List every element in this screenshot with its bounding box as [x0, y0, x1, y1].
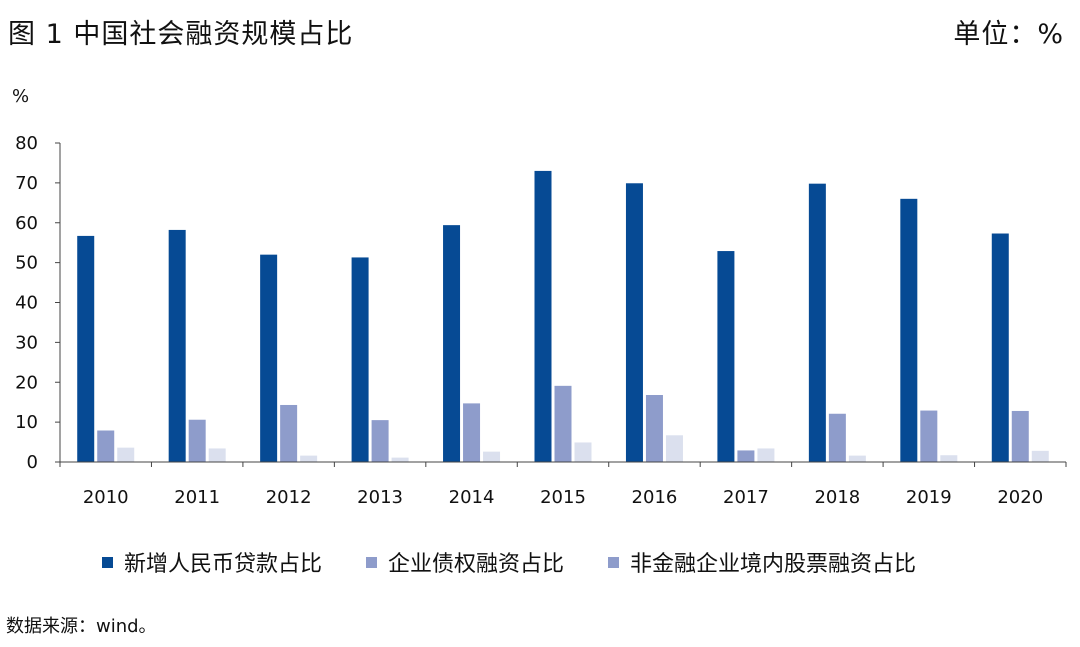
bar-3-2013 [391, 457, 409, 462]
bar-3-2019 [940, 455, 958, 462]
bar-2-2019 [920, 410, 938, 462]
bar-2-2020 [1011, 410, 1029, 462]
x-tick-label: 2012 [266, 487, 312, 508]
chart-legend: 新增人民币贷款占比 企业债权融资占比 非金融企业境内股票融资占比 [102, 546, 960, 578]
legend-label: 非金融企业境内股票融资占比 [630, 552, 917, 577]
bar-1-2012 [260, 254, 278, 462]
y-tick-label: 60 [15, 213, 38, 234]
x-tick-label: 2019 [906, 487, 952, 508]
bar-1-2019 [900, 198, 918, 462]
legend-swatch [366, 556, 378, 568]
bar-1-2013 [351, 257, 369, 462]
x-tick-label: 2018 [814, 487, 860, 508]
bar-1-2011 [168, 229, 186, 462]
bar-2-2017 [737, 450, 755, 462]
legend-item: 非金融企业境内股票融资占比 [608, 546, 916, 578]
x-tick-label: 2016 [632, 487, 678, 508]
x-tick-label: 2013 [357, 487, 403, 508]
bar-2-2016 [645, 395, 663, 462]
y-tick-label: 10 [15, 412, 38, 433]
bar-1-2018 [808, 183, 826, 463]
bar-2-2013 [371, 420, 389, 462]
y-axis: 0 10 20 30 40 50 60 70 80 [15, 133, 61, 473]
legend-item: 企业债权融资占比 [366, 546, 564, 578]
figure-title: 图 1 中国社会融资规模占比 [8, 19, 354, 50]
bar-1-2014 [443, 225, 461, 462]
bar-3-2010 [117, 447, 135, 462]
bar-3-2012 [300, 455, 318, 462]
y-tick-label: 70 [15, 173, 38, 194]
unit-label: 单位：% [953, 19, 1064, 50]
legend-swatch [102, 556, 113, 568]
bar-2-2011 [188, 419, 206, 462]
y-tick-label: 50 [15, 253, 38, 274]
x-tick-label: 2017 [723, 487, 769, 508]
bar-2-2015 [554, 385, 572, 462]
legend-swatch [608, 556, 620, 568]
y-tick-label: 40 [15, 293, 38, 314]
bar-1-2015 [534, 170, 552, 462]
x-axis: 2010 2011 2012 2013 2014 2015 2016 2017 2018 2019… [59, 461, 1067, 508]
bar-3-2016 [665, 435, 683, 462]
x-tick-label: 2014 [449, 487, 495, 508]
bar-2-2010 [97, 430, 115, 462]
bar-3-2014 [483, 451, 501, 462]
bar-1-2016 [625, 183, 643, 462]
bar-3-2020 [1031, 450, 1049, 462]
bar-1-2020 [991, 233, 1009, 462]
y-tick-label: 80 [15, 133, 38, 154]
y-axis-label: % [12, 86, 29, 107]
bar-1-2010 [77, 235, 95, 462]
bar-2-2018 [828, 413, 846, 462]
bar-1-2017 [717, 251, 735, 462]
data-source-note: 数据来源：wind。 [6, 616, 157, 637]
bar-3-2015 [574, 442, 592, 462]
y-tick-label: 20 [15, 372, 38, 393]
y-tick-label: 30 [15, 332, 38, 353]
x-tick-label: 2020 [997, 487, 1043, 508]
bar-3-2018 [848, 455, 866, 462]
x-tick-label: 2015 [540, 487, 586, 508]
bar-series-group [77, 170, 1049, 463]
x-tick-label: 2010 [83, 487, 129, 508]
bar-chart: % 0 10 20 30 40 50 60 70 80 2010 2011 2012 2013 2014… [12, 86, 1067, 508]
bar-3-2017 [757, 448, 775, 462]
legend-item: 新增人民币贷款占比 [102, 546, 322, 578]
bar-2-2014 [463, 403, 481, 462]
y-tick-label: 0 [27, 452, 38, 473]
legend-label: 企业债权融资占比 [388, 552, 565, 577]
x-tick-label: 2011 [174, 487, 220, 508]
legend-label: 新增人民币贷款占比 [124, 552, 323, 577]
bar-2-2012 [280, 404, 298, 462]
bar-3-2011 [208, 448, 226, 462]
